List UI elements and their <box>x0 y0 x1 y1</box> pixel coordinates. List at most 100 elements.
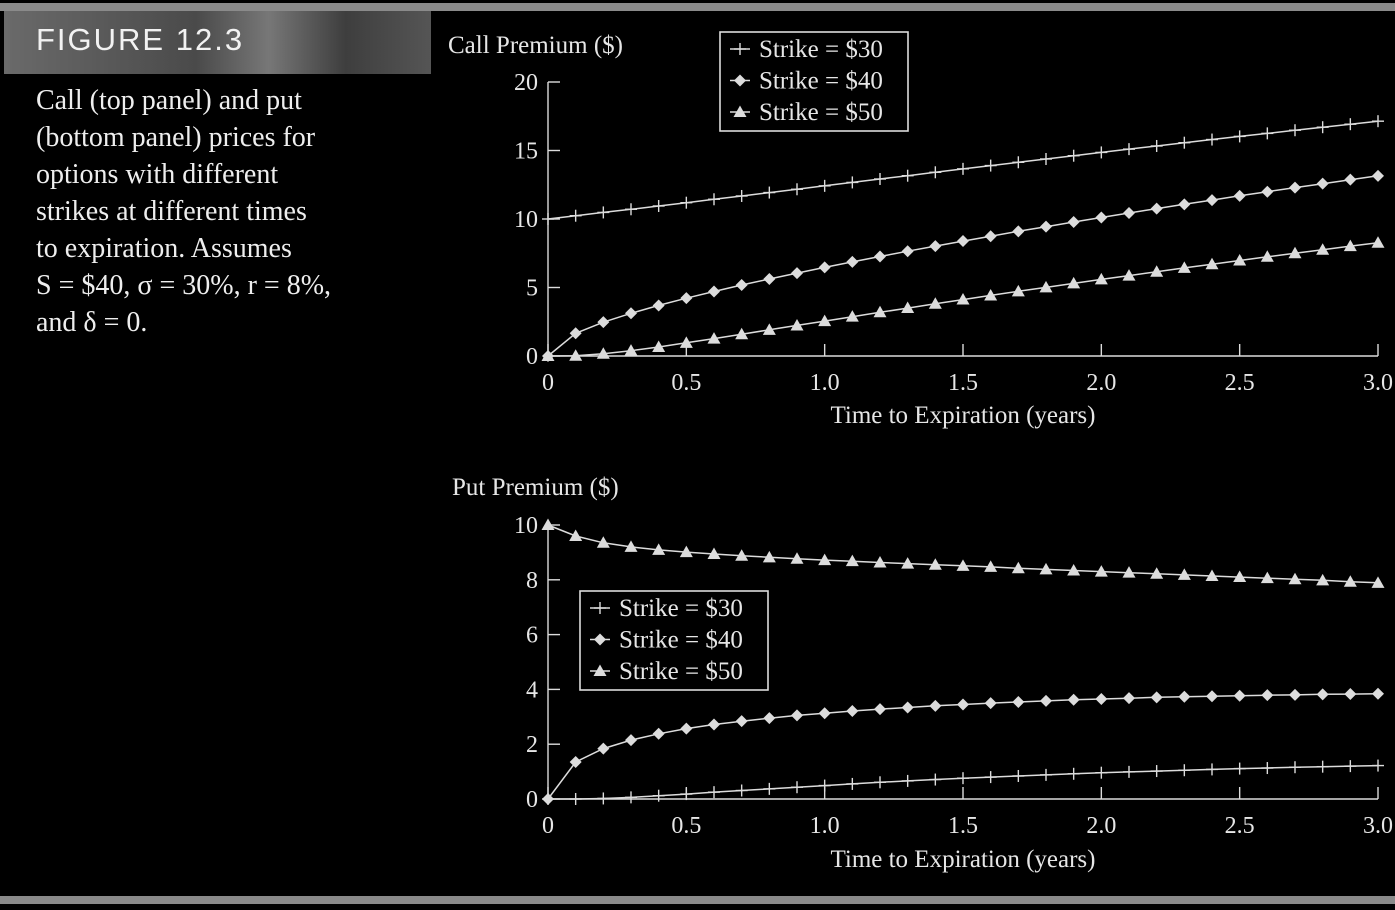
data-point-plus <box>1316 760 1329 773</box>
data-point-plus <box>1095 766 1108 779</box>
data-point-diamond <box>984 697 997 710</box>
data-point-plus <box>957 162 969 175</box>
data-point-triangle <box>901 557 915 569</box>
data-point-triangle <box>762 323 776 335</box>
data-point-plus <box>901 169 914 182</box>
data-point-triangle <box>928 558 942 570</box>
data-point-plus <box>846 777 859 790</box>
data-point-diamond <box>1095 211 1108 224</box>
x-tick-label: 2.5 <box>1225 370 1255 396</box>
data-point-diamond <box>1150 202 1163 215</box>
data-point-diamond <box>818 261 831 274</box>
legend-box <box>719 31 909 132</box>
y-tick-label: 0 <box>526 344 538 370</box>
data-point-plus <box>1012 769 1025 782</box>
x-tick-label: 1.5 <box>948 370 978 396</box>
data-point-diamond <box>929 699 942 712</box>
caption-line: Call (top panel) and put <box>36 85 302 116</box>
figure-label: FIGURE 12.3 <box>36 22 245 57</box>
data-point-triangle <box>1177 261 1191 273</box>
data-point-plus <box>625 203 637 216</box>
data-point-plus <box>1344 760 1357 773</box>
data-point-diamond <box>708 718 720 731</box>
data-point-plus <box>1067 767 1080 780</box>
data-point-triangle <box>1039 562 1053 575</box>
data-point-diamond <box>929 240 942 253</box>
x-tick-label: 0.5 <box>671 370 701 396</box>
legend-box <box>579 590 769 691</box>
data-point-triangle <box>956 293 970 305</box>
data-point-plus <box>597 206 610 219</box>
data-point-triangle <box>845 554 859 567</box>
data-point-triangle <box>984 560 998 572</box>
data-point-plus <box>874 776 886 789</box>
data-point-diamond <box>763 712 776 725</box>
data-point-diamond <box>763 273 776 286</box>
data-point-plus <box>569 209 582 222</box>
data-point-diamond <box>1261 185 1274 198</box>
data-point-plus <box>1150 139 1163 152</box>
y-tick-label: 2 <box>526 732 538 758</box>
data-point-diamond <box>652 299 665 312</box>
data-point-plus <box>1206 763 1218 776</box>
data-point-triangle <box>818 553 832 566</box>
data-point-diamond <box>1233 689 1246 702</box>
data-point-diamond <box>791 709 803 722</box>
legend-marker-plus <box>594 602 606 614</box>
x-tick-label: 3.0 <box>1363 813 1393 839</box>
data-point-triangle <box>1371 236 1385 248</box>
data-point-diamond <box>1067 693 1080 706</box>
data-point-triangle <box>735 327 749 340</box>
data-point-diamond <box>984 230 997 243</box>
data-point-triangle <box>1011 284 1025 297</box>
data-point-triangle <box>928 297 942 309</box>
y-tick-label: 10 <box>514 513 538 539</box>
data-point-diamond <box>901 701 914 714</box>
top-rule <box>0 3 1395 11</box>
x-tick-label: 1.0 <box>810 813 840 839</box>
data-point-plus <box>929 773 942 786</box>
data-point-plus <box>1178 136 1191 149</box>
data-point-triangle <box>679 545 693 558</box>
data-point-plus <box>763 782 776 795</box>
caption-line: to expiration. Assumes <box>36 233 292 264</box>
data-point-diamond <box>874 250 886 263</box>
data-point-triangle <box>873 556 887 568</box>
data-point-triangle <box>1011 561 1025 574</box>
data-point-diamond <box>1012 696 1025 709</box>
caption-line: S = $40, σ = 30%, r = 8%, <box>36 270 332 301</box>
data-point-diamond <box>1012 225 1025 238</box>
data-point-diamond <box>625 734 637 747</box>
data-point-diamond <box>1178 198 1191 211</box>
data-point-diamond <box>1372 687 1384 700</box>
data-point-diamond <box>735 279 748 292</box>
data-point-triangle <box>1150 567 1164 579</box>
data-point-triangle <box>1205 257 1219 270</box>
legend-marker-triangle <box>593 664 607 676</box>
data-point-plus <box>1344 118 1357 131</box>
data-point-plus <box>1289 124 1301 137</box>
data-point-diamond <box>901 245 914 258</box>
data-point-triangle <box>1233 254 1247 266</box>
data-point-diamond <box>735 715 748 728</box>
data-point-plus <box>735 189 748 202</box>
legend-label: Strike = $50 <box>759 99 883 126</box>
data-point-plus <box>1372 759 1384 772</box>
data-point-plus <box>1206 133 1218 146</box>
data-point-diamond <box>1040 694 1052 707</box>
data-point-plus <box>1178 764 1191 777</box>
data-point-plus <box>1316 121 1329 134</box>
data-point-triangle <box>790 318 804 331</box>
y-tick-label: 20 <box>514 70 538 96</box>
data-point-plus <box>1261 127 1274 140</box>
data-point-diamond <box>1289 181 1301 194</box>
data-point-diamond <box>652 727 665 740</box>
data-point-diamond <box>625 307 637 320</box>
y-tick-label: 15 <box>514 139 538 165</box>
y-tick-label: 8 <box>526 568 538 594</box>
data-point-diamond <box>542 793 554 805</box>
data-point-triangle <box>818 314 832 327</box>
data-point-triangle <box>1094 272 1108 285</box>
data-point-triangle <box>624 344 638 356</box>
data-point-plus <box>1012 156 1025 169</box>
